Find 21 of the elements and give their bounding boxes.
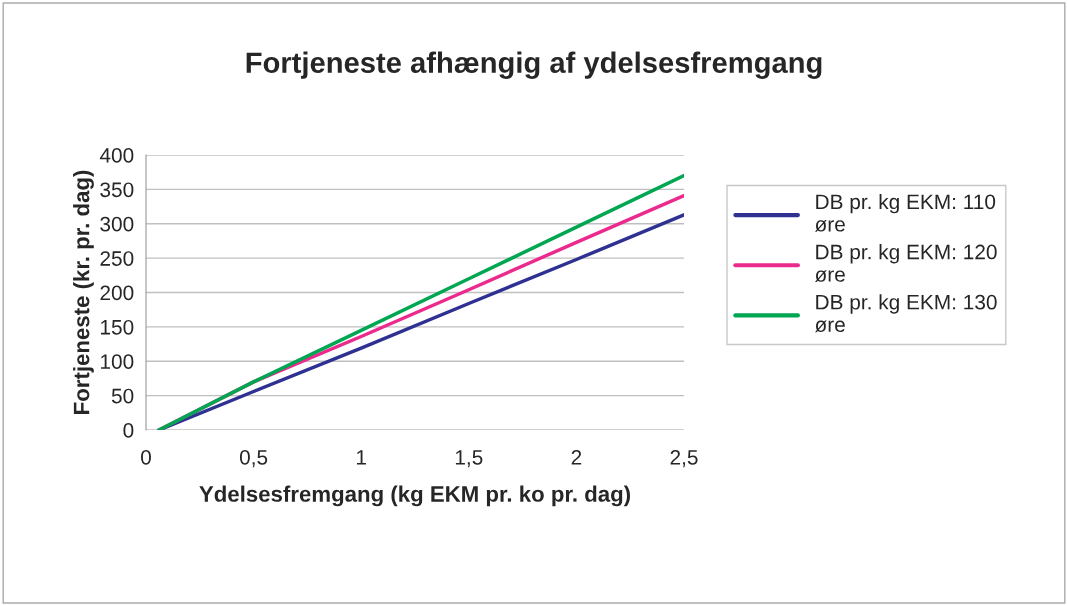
x-tick-label: 2,5 — [670, 449, 698, 468]
y-tick-label: 100 — [101, 354, 134, 369]
legend-label: DB pr. kg EKM: 110 øre — [814, 193, 996, 232]
x-tick-label: 2 — [571, 449, 582, 465]
y-tick-label: 400 — [99, 148, 134, 163]
y-axis-title: Fortjeneste (kr. pr. dag) — [73, 170, 94, 414]
legend-label: DB pr. kg EKM: 120 øre — [814, 244, 997, 282]
y-tick-label: 250 — [100, 251, 134, 266]
x-tick-label: 0,5 — [239, 449, 268, 468]
x-tick-label: 1 — [357, 450, 366, 465]
x-tick-label: 0 — [141, 449, 151, 465]
legend-label: DB pr. kg EKM: 130 øre — [814, 294, 997, 333]
x-tick-label: 1,5 — [455, 450, 483, 468]
x-axis-title: Ydelsesfremgang (kg EKM pr. ko pr. dag) — [199, 485, 631, 507]
y-tick-label: 200 — [100, 285, 134, 301]
y-tick-label: 350 — [100, 182, 134, 198]
y-tick-label: 150 — [101, 319, 134, 335]
y-tick-label: 0 — [123, 423, 134, 438]
y-tick-label: 50 — [111, 388, 134, 404]
y-tick-label: 300 — [100, 216, 134, 232]
chart-title: Fortjeneste afhængig af ydelsesfremgang — [246, 51, 822, 79]
